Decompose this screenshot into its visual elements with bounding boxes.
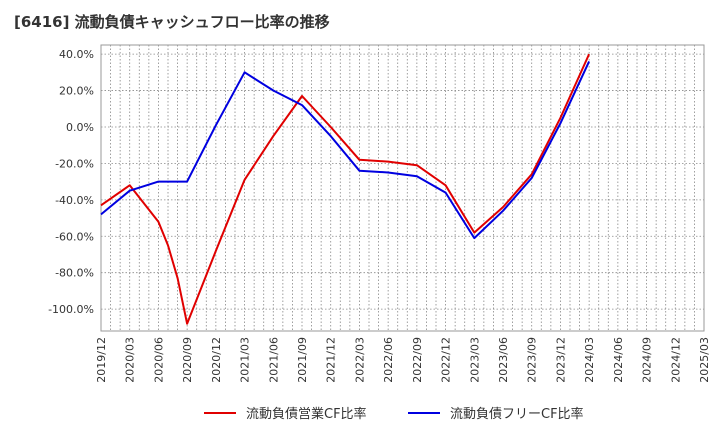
legend-label-1: 流動負債営業CF比率 bbox=[246, 406, 367, 422]
x-tick-label: 2024/12 bbox=[669, 337, 682, 383]
y-tick-label: -40.0% bbox=[55, 194, 94, 207]
y-tick-label: -100.0% bbox=[48, 303, 94, 316]
legend-label-2: 流動負債フリーCF比率 bbox=[450, 406, 584, 422]
x-tick-label: 2022/12 bbox=[440, 337, 453, 383]
x-tick-label: 2021/06 bbox=[267, 337, 280, 383]
x-tick-label: 2019/12 bbox=[95, 337, 108, 383]
x-tick-label: 2021/12 bbox=[325, 337, 338, 383]
x-tick-label: 2021/09 bbox=[296, 337, 309, 383]
grid-layer bbox=[101, 45, 704, 331]
x-tick-label: 2022/03 bbox=[353, 337, 366, 383]
y-tick-label: 40.0% bbox=[59, 48, 94, 61]
x-tick-label: 2020/12 bbox=[210, 337, 223, 383]
y-tick-label: -80.0% bbox=[55, 267, 94, 280]
y-tick-label: -60.0% bbox=[55, 230, 94, 243]
legend: 流動負債営業CF比率 流動負債フリーCF比率 bbox=[204, 406, 584, 422]
x-tick-label: 2022/06 bbox=[382, 337, 395, 383]
y-axis-ticks: 40.0% 20.0% 0.0% -20.0% -40.0% -60.0% -80.0% -1… bbox=[48, 48, 94, 316]
chart-title: [6416] 流動負債キャッシュフロー比率の推移 bbox=[14, 13, 330, 31]
series-line-2 bbox=[100, 60, 591, 240]
x-tick-label: 2023/03 bbox=[468, 337, 481, 383]
x-tick-label: 2020/09 bbox=[181, 337, 194, 383]
y-tick-label: -20.0% bbox=[55, 157, 94, 170]
x-tick-label: 2024/06 bbox=[612, 337, 625, 383]
plot-frame bbox=[100, 44, 705, 332]
x-tick-label: 2025/03 bbox=[698, 337, 711, 383]
x-axis-ticks: 2019/12 2020/03 2020/06 2020/09 2020/12 2021/… bbox=[95, 337, 711, 383]
x-tick-label: 2020/06 bbox=[152, 337, 165, 383]
x-tick-label: 2024/03 bbox=[583, 337, 596, 383]
y-tick-label: 0.0% bbox=[66, 121, 94, 134]
x-tick-label: 2022/09 bbox=[411, 337, 424, 383]
x-tick-label: 2023/06 bbox=[497, 337, 510, 383]
x-tick-label: 2020/03 bbox=[124, 337, 137, 383]
y-tick-label: 20.0% bbox=[59, 85, 94, 98]
x-tick-label: 2023/09 bbox=[526, 337, 539, 383]
x-tick-label: 2023/12 bbox=[554, 337, 567, 383]
series-layer bbox=[100, 53, 591, 325]
x-tick-label: 2021/03 bbox=[239, 337, 252, 383]
x-tick-label: 2024/09 bbox=[641, 337, 654, 383]
series-line-1 bbox=[100, 53, 591, 325]
